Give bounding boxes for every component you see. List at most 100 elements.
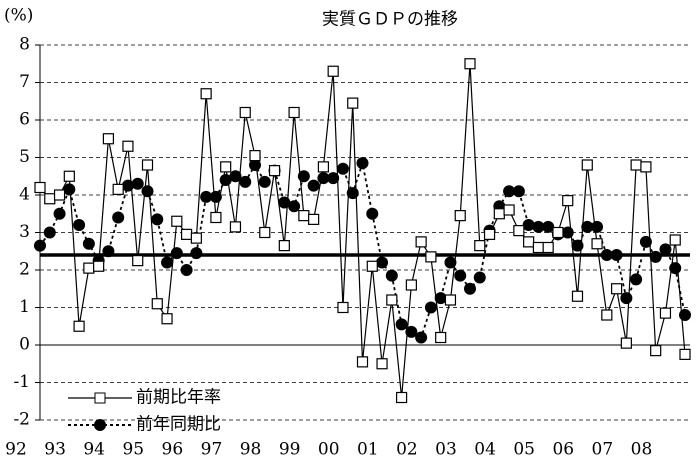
x-tick-label: 06 bbox=[552, 440, 574, 460]
data-point bbox=[43, 226, 56, 239]
data-point bbox=[190, 232, 202, 244]
data-point bbox=[561, 226, 574, 239]
y-tick-label: 5 bbox=[19, 147, 30, 167]
data-point bbox=[434, 292, 447, 305]
data-point bbox=[473, 271, 486, 284]
data-point bbox=[220, 161, 232, 173]
x-tick-label: 97 bbox=[201, 440, 223, 460]
data-point bbox=[424, 301, 437, 314]
data-point bbox=[464, 282, 476, 295]
data-point bbox=[483, 228, 496, 240]
x-tick-label: 07 bbox=[592, 440, 614, 460]
data-point bbox=[209, 190, 222, 203]
data-point bbox=[297, 170, 310, 183]
data-point bbox=[600, 249, 613, 261]
data-point bbox=[356, 356, 369, 368]
data-point bbox=[82, 237, 95, 250]
data-point bbox=[630, 273, 643, 286]
data-point bbox=[53, 207, 66, 220]
data-point bbox=[34, 239, 46, 252]
data-point bbox=[288, 106, 300, 119]
data-point bbox=[210, 211, 222, 224]
data-point bbox=[63, 183, 76, 196]
data-point bbox=[376, 256, 389, 269]
data-point bbox=[356, 157, 369, 170]
data-point bbox=[278, 196, 291, 209]
y-tick-label: -1 bbox=[13, 372, 30, 392]
data-point bbox=[102, 245, 115, 258]
data-point bbox=[249, 159, 261, 171]
data-point bbox=[268, 165, 281, 177]
data-point bbox=[366, 260, 378, 272]
data-point bbox=[532, 241, 545, 254]
data-point bbox=[591, 238, 603, 250]
data-point bbox=[44, 193, 56, 205]
data-point bbox=[308, 213, 320, 225]
data-point bbox=[532, 220, 545, 233]
y-tick-label: 7 bbox=[19, 72, 30, 92]
data-point bbox=[132, 255, 144, 267]
data-point bbox=[610, 249, 623, 261]
x-tick-label: 94 bbox=[83, 440, 105, 460]
data-point bbox=[336, 162, 349, 175]
data-point bbox=[219, 174, 232, 186]
data-point bbox=[73, 219, 86, 231]
data-point bbox=[444, 294, 457, 306]
data-point bbox=[415, 331, 428, 344]
x-tick-label: 95 bbox=[122, 440, 144, 460]
data-point bbox=[170, 247, 183, 260]
data-point bbox=[639, 235, 652, 248]
data-point bbox=[649, 250, 662, 263]
data-point bbox=[601, 309, 613, 321]
data-point bbox=[121, 179, 134, 192]
x-tick-label: 01 bbox=[357, 440, 379, 460]
data-point bbox=[503, 204, 515, 216]
data-point bbox=[513, 225, 525, 237]
data-point bbox=[591, 220, 604, 233]
data-point bbox=[141, 159, 154, 171]
data-point bbox=[522, 219, 535, 231]
data-point bbox=[620, 292, 633, 305]
data-point bbox=[405, 325, 418, 338]
data-point bbox=[258, 175, 271, 188]
data-point bbox=[679, 348, 691, 360]
data-point bbox=[317, 161, 330, 173]
data-point bbox=[151, 213, 164, 226]
data-point bbox=[190, 247, 203, 260]
x-tick-label: 08 bbox=[631, 440, 653, 460]
data-point bbox=[581, 159, 593, 171]
data-point bbox=[659, 307, 672, 319]
x-tick-label: 98 bbox=[240, 440, 262, 460]
legend-marker bbox=[94, 392, 106, 404]
y-unit: (%) bbox=[4, 6, 33, 26]
chart-title: 実質ＧＤＰの推移 bbox=[322, 10, 458, 30]
data-point bbox=[346, 187, 359, 200]
data-point bbox=[376, 358, 388, 370]
data-point bbox=[141, 185, 154, 198]
data-point bbox=[669, 234, 681, 246]
data-point bbox=[249, 150, 261, 162]
data-point bbox=[620, 337, 632, 349]
y-tick-label: 3 bbox=[19, 222, 30, 242]
data-point bbox=[53, 189, 66, 201]
data-point bbox=[679, 309, 691, 321]
data-point bbox=[200, 88, 212, 100]
data-point bbox=[386, 294, 398, 306]
legend-label: 前年同期比 bbox=[136, 415, 221, 435]
data-point bbox=[239, 175, 252, 188]
data-point bbox=[454, 269, 467, 282]
data-point bbox=[298, 210, 310, 222]
data-point bbox=[395, 391, 408, 404]
data-point bbox=[512, 185, 525, 198]
data-point bbox=[347, 97, 359, 109]
data-point bbox=[112, 211, 125, 224]
x-tick-label: 00 bbox=[318, 440, 340, 460]
data-point bbox=[73, 320, 85, 332]
y-tick-label: -2 bbox=[13, 410, 30, 430]
y-tick-label: 4 bbox=[19, 185, 30, 205]
data-point bbox=[151, 298, 163, 310]
data-point bbox=[180, 228, 193, 240]
data-point bbox=[327, 65, 339, 77]
y-tick-label: 1 bbox=[19, 297, 30, 317]
